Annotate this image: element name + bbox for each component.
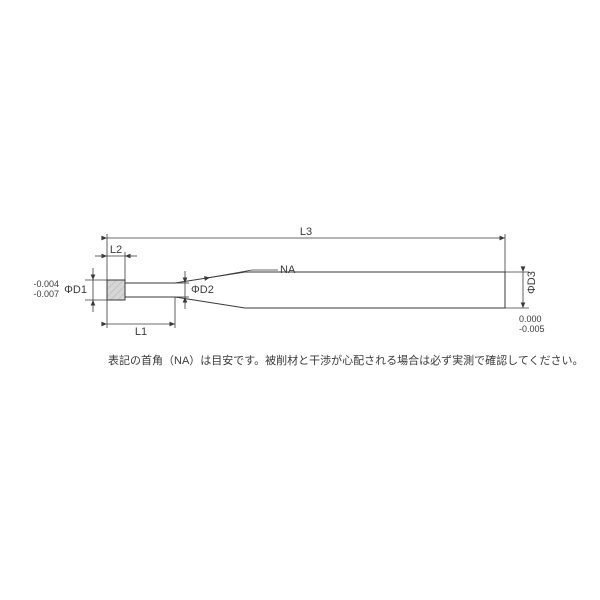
svg-text:L2: L2 [110, 244, 122, 256]
svg-text:-0.004: -0.004 [33, 279, 59, 289]
svg-text:L1: L1 [135, 326, 147, 338]
svg-text:0.000: 0.000 [519, 314, 542, 324]
svg-text:L3: L3 [300, 226, 312, 238]
svg-text:ΦD2: ΦD2 [191, 284, 214, 296]
svg-text:-0.005: -0.005 [519, 324, 545, 334]
tool-drawing: L3 L2 L1 ΦD1 ΦD2 ΦD3 NA -0.004-0.007 0.000-0.005 [0, 0, 600, 600]
svg-text:ΦD1: ΦD1 [64, 284, 87, 296]
svg-text:NA: NA [280, 264, 296, 276]
svg-text:-0.007: -0.007 [33, 289, 59, 299]
diagram-canvas: L3 L2 L1 ΦD1 ΦD2 ΦD3 NA -0.004-0.007 0.000-0.005… [0, 0, 600, 600]
caption-text: 表記の首角（NA）は目安です。被削材と干渉が心配される場合は必ず実測で確認してく… [108, 352, 584, 368]
svg-text:ΦD3: ΦD3 [526, 271, 538, 294]
